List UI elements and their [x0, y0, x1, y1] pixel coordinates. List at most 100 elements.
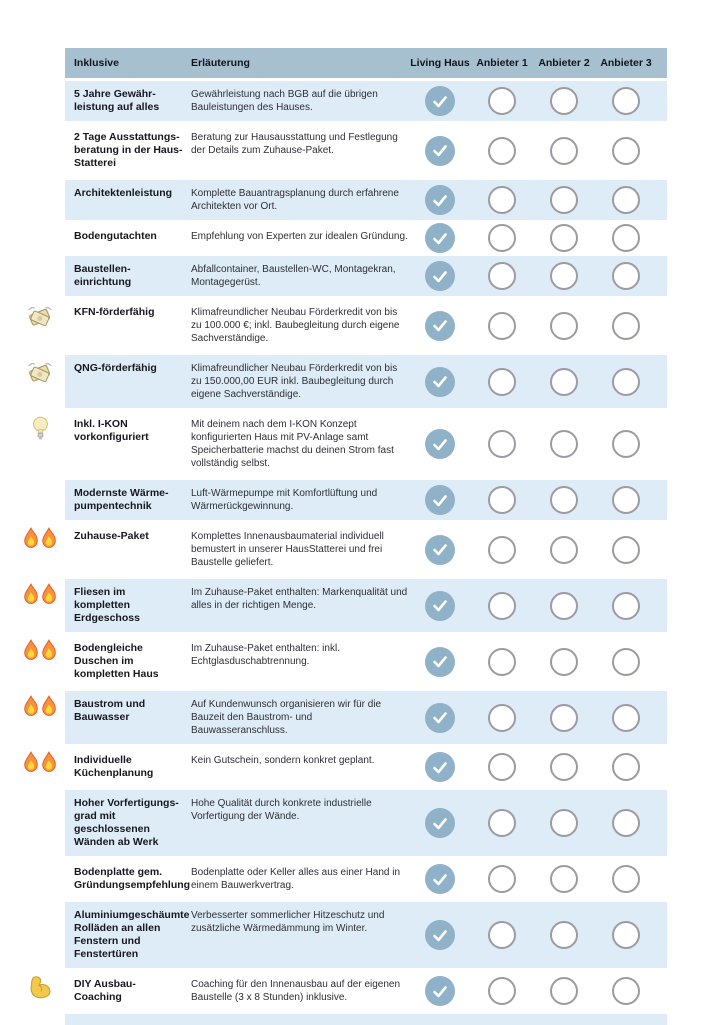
not-included-circle [550, 367, 578, 396]
included-check-icon [425, 590, 455, 621]
not-included-circle [550, 591, 578, 620]
living-haus-status [409, 81, 471, 121]
not-included-circle [612, 865, 640, 893]
feature-name: DIY Ausbau-Coaching [74, 978, 136, 1003]
not-included-circle [612, 262, 640, 290]
anbieter-1-status [471, 256, 533, 296]
not-included-circle [550, 262, 578, 290]
table-row: KFN-förderfähig Klimafreundlicher Neubau… [28, 299, 667, 352]
column-header-living-haus: Living Haus [410, 57, 470, 69]
anbieter-3-status [595, 480, 657, 520]
feature-description: Luft-Wärmepumpe mit Komfortlüftung und W… [191, 488, 378, 512]
not-included-circle [550, 87, 578, 115]
not-included-circle [612, 591, 640, 620]
feature-name: Hoher Vorfertigungs-grad mit geschlossen… [74, 797, 179, 848]
included-check-icon [425, 534, 455, 565]
anbieter-3-status [595, 691, 657, 744]
feature-name: Baustrom und Bauwasser [74, 698, 146, 723]
table-row: Fliesen im kompletten Erdgeschoss Im Zuh… [24, 579, 667, 632]
not-included-circle [612, 186, 640, 214]
feature-name: Zuhause-Paket [74, 530, 149, 542]
feature-name: 5 Jahre Gewähr-leistung auf alles [74, 88, 160, 113]
living-haus-status [409, 256, 471, 296]
not-included-circle [488, 311, 516, 340]
feature-description: Gewährleistung nach BGB auf die übrigen … [191, 89, 378, 113]
not-included-circle [488, 703, 516, 732]
anbieter-1-status [471, 223, 533, 253]
living-haus-status [409, 299, 471, 352]
anbieter-3-status [595, 523, 657, 576]
not-included-circle [488, 809, 516, 837]
feature-description: Hohe Qualität durch konkrete industriell… [191, 798, 372, 822]
not-included-circle [612, 809, 640, 837]
anbieter-1-status [471, 859, 533, 899]
anbieter-2-status [533, 691, 595, 744]
not-included-circle [488, 921, 516, 949]
feature-description: Verbesserter sommerlicher Hitzeschutz un… [191, 910, 385, 934]
anbieter-3-status [595, 299, 657, 352]
living-haus-status [409, 859, 471, 899]
table-header-row: Inklusive Erläuterung Living Haus Anbiet… [65, 48, 667, 78]
included-check-icon [425, 646, 455, 677]
not-included-circle [550, 977, 578, 1005]
table-body: 5 Jahre Gewähr-leistung auf alles Gewähr… [24, 81, 667, 1011]
living-haus-status [409, 790, 471, 856]
not-included-circle [488, 486, 516, 514]
anbieter-3-status [595, 124, 657, 177]
anbieter-2-status [533, 180, 595, 220]
anbieter-1-status [471, 747, 533, 787]
table-row: Bodengleiche Duschen im kompletten Haus … [24, 635, 667, 688]
not-included-circle [612, 136, 640, 165]
anbieter-3-status [595, 635, 657, 688]
included-check-icon [425, 366, 455, 397]
not-included-circle [488, 262, 516, 290]
not-included-circle [550, 753, 578, 781]
not-included-circle [488, 430, 516, 458]
not-included-circle [488, 186, 516, 214]
feature-name: Baustellen-einrichtung [74, 263, 132, 288]
included-check-icon [425, 185, 455, 215]
feature-name: Bodengutachten [74, 230, 157, 242]
table-row: Modernste Wärme-pumpentechnik Luft-Wärme… [65, 480, 667, 520]
not-included-circle [612, 977, 640, 1005]
money-wings-icon [19, 303, 61, 333]
feature-description: Kein Gutschein, sondern konkret geplant. [191, 755, 375, 766]
included-check-icon [425, 485, 455, 515]
feature-description: Komplettes Innenausbaumaterial individue… [191, 531, 384, 568]
not-included-circle [612, 647, 640, 676]
not-included-circle [488, 136, 516, 165]
living-haus-status [409, 355, 471, 408]
anbieter-2-status [533, 747, 595, 787]
living-haus-status [409, 523, 471, 576]
not-included-circle [488, 367, 516, 396]
anbieter-2-status [533, 411, 595, 477]
column-header-anbieter-3: Anbieter 3 [600, 57, 652, 69]
included-check-icon [425, 135, 455, 166]
not-included-circle [488, 224, 516, 252]
included-check-icon [425, 429, 455, 459]
column-header-anbieter-1: Anbieter 1 [476, 57, 528, 69]
living-haus-status [409, 411, 471, 477]
partial-row-strip [65, 1014, 667, 1025]
table-row: Bodengutachten Empfehlung von Experten z… [65, 223, 667, 253]
anbieter-3-status [595, 747, 657, 787]
not-included-circle [550, 703, 578, 732]
table-row: Baustellen-einrichtung Abfallcontainer, … [65, 256, 667, 296]
feature-description: Coaching für den Innenausbau auf der eig… [191, 979, 401, 1003]
included-check-icon [425, 702, 455, 733]
flexed-biceps-icon [19, 975, 61, 1005]
not-included-circle [612, 535, 640, 564]
table-row: Baustrom und Bauwasser Auf Kundenwunsch … [24, 691, 667, 744]
table-row: Individuelle Küchenplanung Kein Gutschei… [24, 747, 667, 787]
double-fire-icon [19, 695, 61, 725]
table-row: Architektenleistung Komplette Bauantrags… [65, 180, 667, 220]
feature-name: Individuelle Küchenplanung [74, 754, 154, 779]
feature-description: Bodenplatte oder Keller alles aus einer … [191, 867, 401, 891]
anbieter-1-status [471, 902, 533, 968]
not-included-circle [612, 367, 640, 396]
included-check-icon [425, 261, 455, 291]
table-row: Aluminiumgeschäumte Rolläden an allen Fe… [65, 902, 667, 968]
column-header-erlaeuterung: Erläuterung [191, 57, 250, 69]
table-row: DIY Ausbau-Coaching Coaching für den Inn… [30, 971, 667, 1011]
feature-name: Modernste Wärme-pumpentechnik [74, 487, 169, 512]
